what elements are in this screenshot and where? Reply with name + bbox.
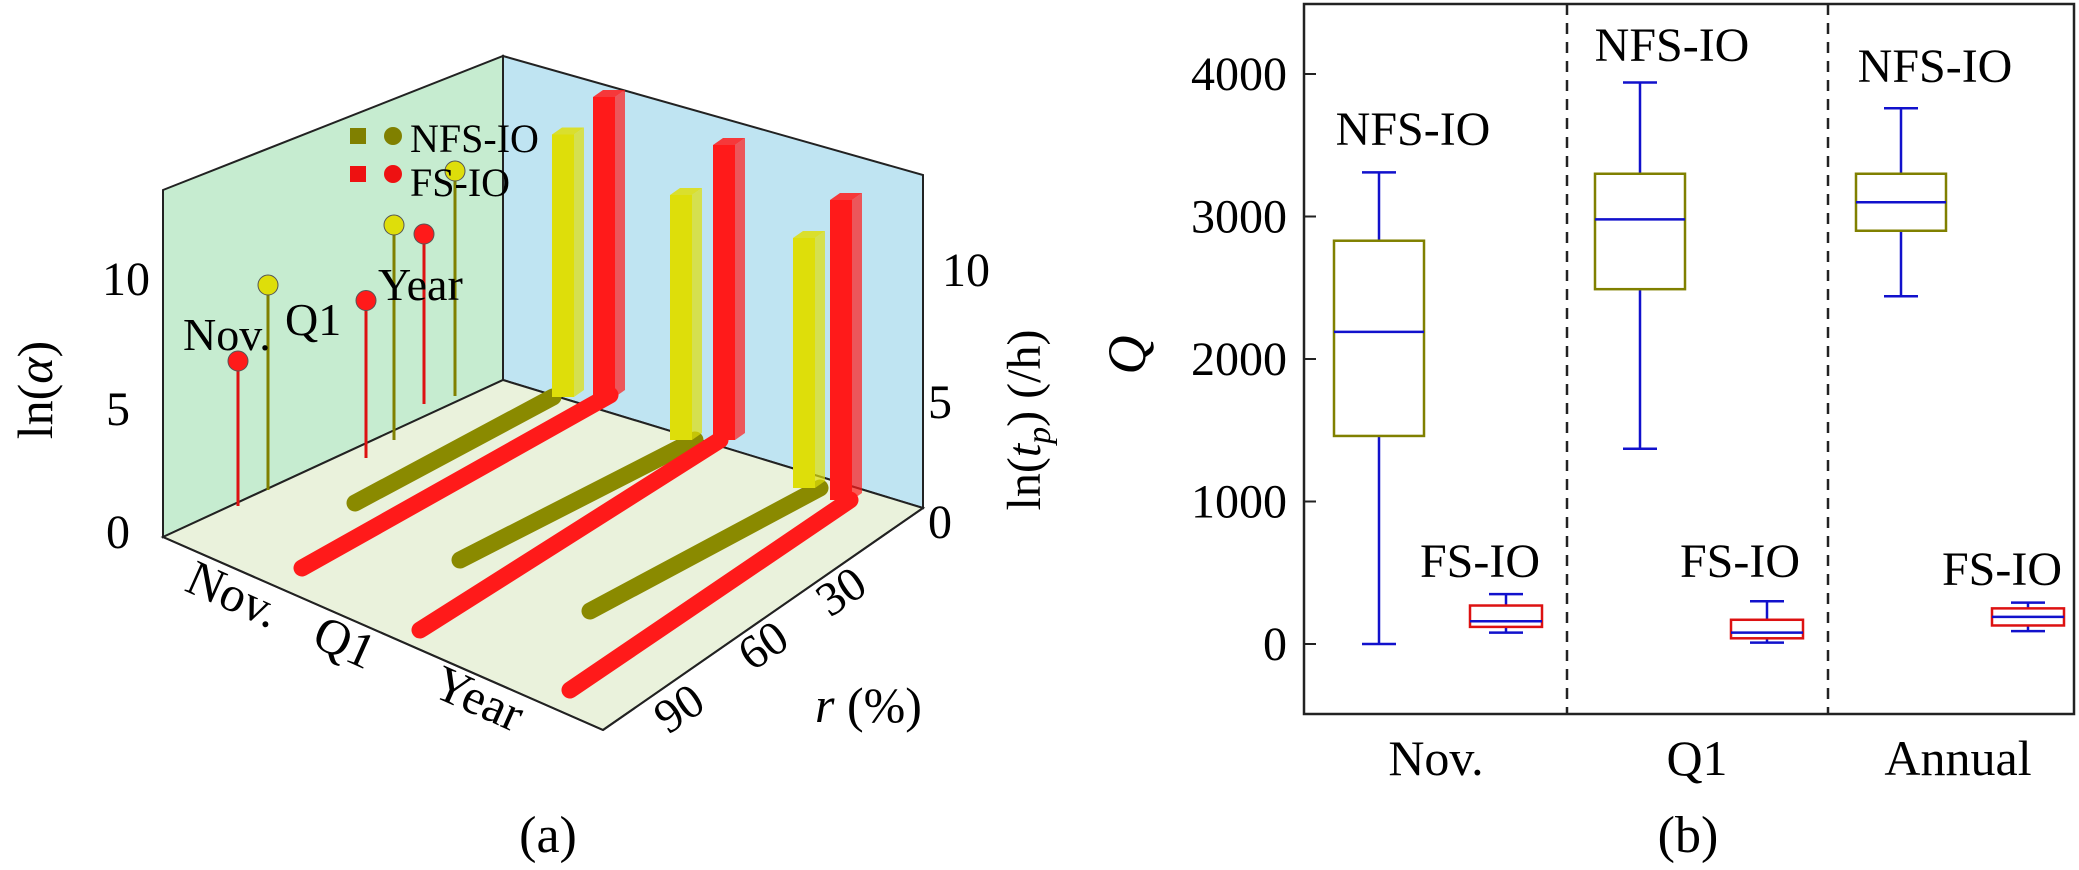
x-axis-ticks-b: Nov. Q1 Annual — [1388, 730, 2031, 786]
panel-b: 0 1000 2000 3000 4000 Nov. Q1 Annual NFS-IO FS-… — [1097, 2, 2076, 864]
annotation-nfs-nov: NFS-IO — [1336, 103, 1491, 156]
legend-fs-label: FS-IO — [410, 160, 510, 205]
y-axis-label-b: Q — [1097, 336, 1157, 375]
x-tick-label-1: Q1 — [1666, 730, 1727, 786]
caption-b: (b) — [1658, 807, 1719, 864]
bar-nfs-nov-top — [552, 127, 584, 135]
box-body — [1332, 239, 1426, 438]
annotations-b: NFS-IO FS-IO NFS-IO FS-IO NFS-IO FS-IO — [1336, 19, 2062, 596]
box-body — [1593, 172, 1687, 291]
y-tick-label-1000: 1000 — [1191, 476, 1287, 529]
panel-a: 0 5 10 ln(α) 0 5 10 ln(tp) (/h) Nov. Q1 … — [7, 54, 1058, 864]
y-tick-label-3000: 3000 — [1191, 191, 1287, 244]
box-nfs-io-1 — [1593, 81, 1687, 451]
stem-labels: Nov. Q1 Year — [183, 259, 463, 360]
bar-nfs-q1 — [670, 195, 692, 440]
bars-3d — [552, 90, 862, 500]
floor-strips — [293, 386, 859, 699]
annotation-fs-nov: FS-IO — [1420, 535, 1540, 588]
r-axis-label: r (%) — [815, 677, 922, 733]
left-tick-10: 10 — [102, 253, 150, 306]
right-tick-0: 0 — [928, 496, 952, 549]
right-axis-ticks: 0 5 10 — [928, 244, 990, 549]
caption-a: (a) — [519, 807, 577, 864]
legend-fs-square — [350, 166, 366, 182]
left-tick-0: 0 — [106, 506, 130, 559]
box-fs-io-1 — [1729, 600, 1805, 644]
y-tick-label-4000: 4000 — [1191, 48, 1287, 101]
bar-nfs-nov — [552, 134, 574, 397]
box-body — [1729, 618, 1805, 640]
bar-fs-q1-top — [713, 138, 745, 145]
bar-fs-year-top — [830, 193, 862, 200]
right-tick-5: 5 — [928, 376, 952, 429]
right-floor-edge — [602, 507, 924, 731]
strip-fs-year — [561, 491, 859, 699]
bar-fs-q1-side — [735, 138, 745, 440]
legend-nfs-square — [350, 128, 366, 144]
bar-fs-nov-side — [615, 90, 625, 397]
stem-fs-nov-head — [227, 350, 249, 372]
right-axis-label: ln(tp) (/h) — [998, 330, 1058, 511]
bar-fs-q1 — [713, 145, 735, 440]
box-fs-io-0 — [1468, 592, 1544, 634]
annotation-fs-q1: FS-IO — [1680, 535, 1800, 588]
box-nfs-io-0 — [1332, 171, 1426, 646]
stem-label-q1: Q1 — [285, 294, 341, 345]
strip-nfs-q1 — [451, 431, 704, 569]
stems — [227, 160, 466, 506]
left-axis-label: ln(α) — [7, 341, 63, 439]
legend-nfs-dot — [384, 127, 402, 145]
stem-fs-year-head — [413, 223, 435, 245]
y-axis-ticks-b: 0 1000 2000 3000 4000 — [1191, 48, 1316, 671]
bar-nfs-q1-side — [692, 188, 702, 440]
left-axis-ticks: 0 5 10 — [102, 253, 150, 559]
strip-nfs-year — [581, 479, 829, 620]
front-floor-edge — [162, 536, 604, 731]
y-tick-label-0: 0 — [1263, 618, 1287, 671]
stem-nfs-nov-head — [257, 274, 279, 296]
stem-nfs-q1-head — [383, 214, 405, 236]
annotation-nfs-annual: NFS-IO — [1858, 40, 2013, 93]
bar-fs-year-side — [852, 193, 862, 500]
bar-nfs-year-side — [815, 231, 825, 488]
stem-fs-q1-head — [355, 290, 377, 311]
bar-fs-nov-top — [593, 90, 625, 97]
strip-fs-nov — [293, 386, 619, 577]
boxes-b — [1332, 81, 2066, 646]
x-tick-label-0: Nov. — [1388, 730, 1483, 786]
y-tick-label-2000: 2000 — [1191, 333, 1287, 386]
stem-label-nov: Nov. — [183, 309, 271, 360]
annotation-nfs-q1: NFS-IO — [1595, 19, 1750, 72]
legend-a: NFS-IO FS-IO — [350, 116, 539, 205]
bar-nfs-year — [793, 238, 815, 488]
stem-nfs-year-head — [444, 160, 466, 182]
stem-label-year: Year — [378, 259, 463, 310]
box-body — [1468, 604, 1544, 629]
bar-fs-nov — [593, 97, 615, 397]
legend-fs-dot — [384, 165, 402, 183]
box-fs-io-2 — [1990, 601, 2066, 633]
left-tick-5: 5 — [106, 383, 130, 436]
strip-fs-q1 — [411, 431, 729, 639]
bar-fs-year — [830, 200, 852, 500]
right-tick-10: 10 — [942, 244, 990, 297]
bar-nfs-year-top — [793, 231, 825, 238]
annotation-fs-annual: FS-IO — [1942, 543, 2062, 596]
bar-nfs-q1-top — [670, 188, 702, 195]
bar-nfs-nov-side — [574, 127, 584, 397]
strip-nfs-nov — [346, 388, 562, 512]
x-tick-label-2: Annual — [1884, 730, 2031, 786]
legend-nfs-label: NFS-IO — [410, 116, 539, 161]
box-nfs-io-2 — [1854, 106, 1948, 298]
